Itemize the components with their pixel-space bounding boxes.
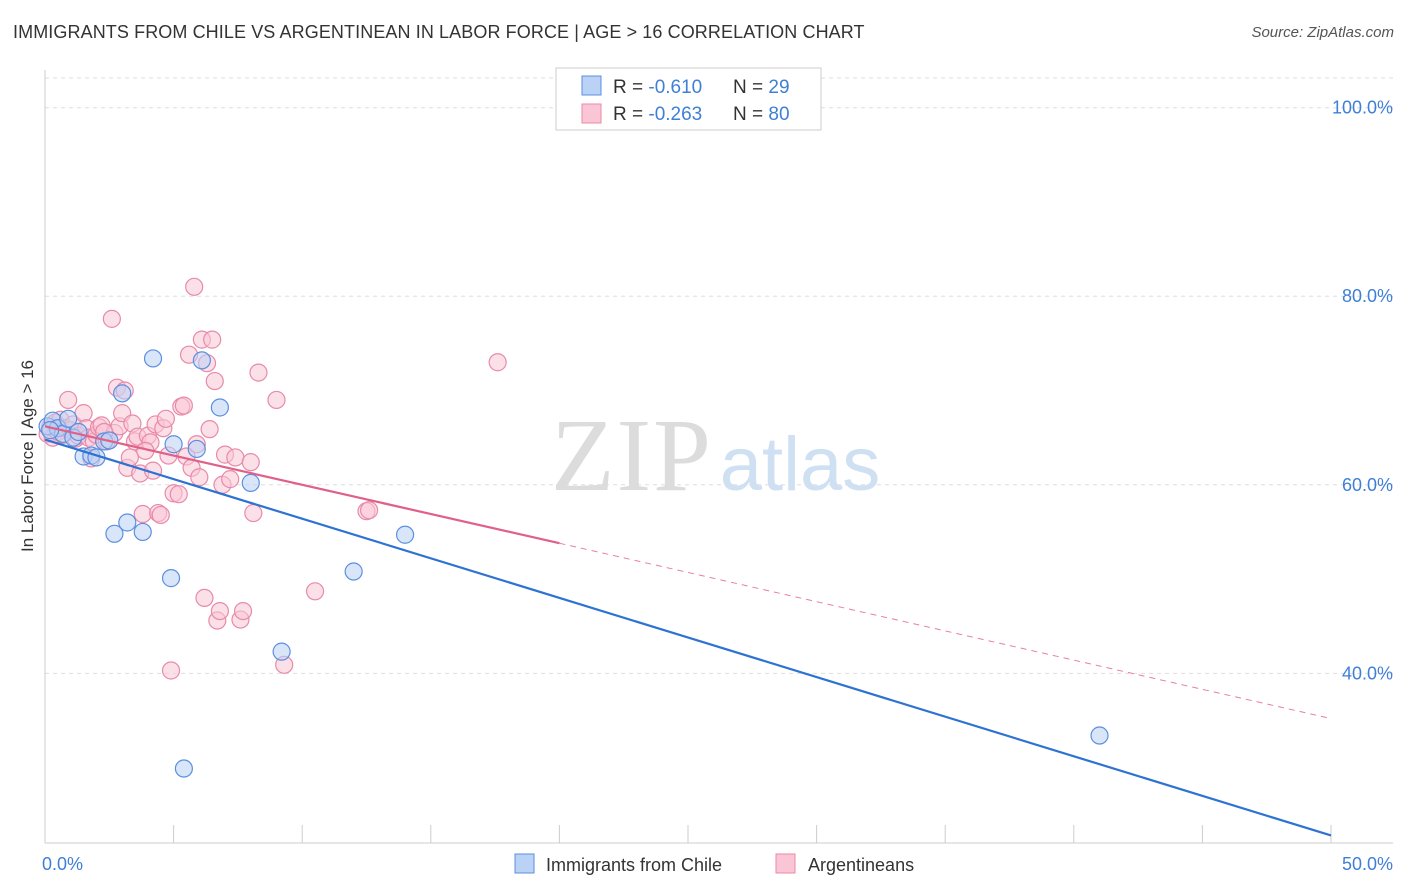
watermark: ZIP atlas bbox=[551, 398, 880, 513]
chile-point bbox=[59, 409, 78, 428]
argentinean-point bbox=[249, 363, 268, 382]
argentinean-point bbox=[359, 501, 379, 520]
legend-pink-swatch bbox=[581, 103, 602, 124]
argentinean-point bbox=[241, 453, 260, 472]
argentinean-point bbox=[59, 390, 78, 410]
chile-point bbox=[241, 473, 260, 492]
series-legend: Immigrants from Chile Argentineans bbox=[514, 853, 914, 875]
argentinean-point bbox=[174, 396, 193, 415]
legend-r-label: R = bbox=[613, 104, 648, 125]
chile-point bbox=[164, 435, 183, 454]
y-tick-label: 40.0% bbox=[1342, 663, 1393, 683]
chile-point bbox=[143, 349, 163, 368]
chile-point bbox=[113, 384, 132, 403]
argentinean-point bbox=[156, 409, 175, 428]
svg-text:R = -0.610: R = -0.610 bbox=[613, 77, 702, 98]
legend-n-value: 29 bbox=[768, 77, 789, 98]
chile-point bbox=[192, 351, 211, 370]
argentinean-point bbox=[267, 390, 286, 410]
legend-r-value: -0.263 bbox=[648, 104, 702, 125]
chile-trend-line bbox=[44, 438, 1332, 837]
legend-blue-swatch bbox=[581, 75, 602, 96]
argentinean-point bbox=[74, 404, 93, 423]
legend-argentineans-swatch bbox=[775, 853, 796, 874]
argentinean-point bbox=[200, 420, 219, 439]
x-tick-label: 50.0% bbox=[1342, 854, 1393, 874]
chile-point bbox=[344, 562, 363, 581]
svg-text:N = 80: N = 80 bbox=[733, 104, 790, 125]
chile-point bbox=[272, 642, 291, 661]
argentinean-point bbox=[190, 468, 209, 487]
axes bbox=[44, 70, 1393, 844]
series-immigrants-from-chile bbox=[38, 349, 1109, 778]
svg-text:R = -0.263: R = -0.263 bbox=[613, 104, 702, 125]
chile-point bbox=[210, 398, 229, 417]
chile-point bbox=[133, 522, 152, 542]
argentinean-point bbox=[221, 470, 240, 489]
legend-n-label: N = bbox=[733, 77, 768, 98]
chile-point bbox=[161, 569, 181, 588]
chile-point bbox=[105, 524, 124, 543]
y-tick-label: 100.0% bbox=[1332, 98, 1393, 118]
argentinean-point bbox=[233, 601, 253, 621]
svg-text:N = 29: N = 29 bbox=[733, 77, 790, 98]
argentinean-point bbox=[488, 353, 507, 372]
chile-point bbox=[41, 421, 60, 440]
gridlines bbox=[45, 77, 1393, 674]
y-tick-label: 60.0% bbox=[1342, 475, 1393, 495]
y-tick-labels: 100.0% 80.0% 60.0% 40.0% bbox=[1332, 98, 1393, 684]
argentinean-point bbox=[102, 309, 121, 328]
argentinean-point bbox=[205, 371, 224, 391]
legend-argentineans-label: Argentineans bbox=[808, 855, 914, 875]
chile-point bbox=[118, 513, 137, 532]
legend-chile-label: Immigrants from Chile bbox=[546, 855, 722, 875]
argentinean-point bbox=[133, 504, 152, 524]
chile-point bbox=[174, 759, 193, 778]
argentinean-point bbox=[185, 277, 204, 296]
x-tick-labels: 0.0% 50.0% bbox=[42, 854, 1393, 874]
y-tick-label: 80.0% bbox=[1342, 286, 1393, 306]
trend-lines bbox=[44, 425, 1332, 837]
watermark-atlas: atlas bbox=[720, 422, 881, 507]
chile-point bbox=[1090, 726, 1109, 745]
argentinean-trend-line bbox=[44, 425, 560, 545]
chile-point bbox=[187, 439, 206, 459]
argentinean-point bbox=[305, 582, 325, 601]
argentinean-point bbox=[169, 485, 188, 504]
argentinean-point bbox=[161, 661, 181, 680]
chart-title: IMMIGRANTS FROM CHILE VS ARGENTINEAN IN … bbox=[13, 22, 865, 42]
legend-n-value: 80 bbox=[768, 104, 789, 125]
argentinean-point bbox=[203, 330, 222, 349]
argentinean-trend-extension bbox=[559, 542, 1332, 720]
chile-point bbox=[395, 525, 415, 544]
argentinean-point bbox=[244, 503, 263, 523]
legend-chile-swatch bbox=[514, 853, 535, 874]
stats-legend: R = -0.610 N = 29 R = -0.263 N = 80 bbox=[555, 67, 822, 131]
argentinean-point bbox=[151, 505, 170, 525]
x-tick-label: 0.0% bbox=[42, 854, 83, 874]
source-label: Source: ZipAtlas.com bbox=[1251, 24, 1394, 41]
watermark-zip: ZIP bbox=[551, 398, 713, 513]
legend-r-value: -0.610 bbox=[648, 77, 702, 98]
argentinean-point bbox=[210, 601, 229, 621]
argentinean-point bbox=[195, 588, 214, 608]
argentinean-point bbox=[226, 448, 245, 467]
legend-r-label: R = bbox=[613, 77, 648, 98]
legend-n-label: N = bbox=[733, 104, 768, 125]
